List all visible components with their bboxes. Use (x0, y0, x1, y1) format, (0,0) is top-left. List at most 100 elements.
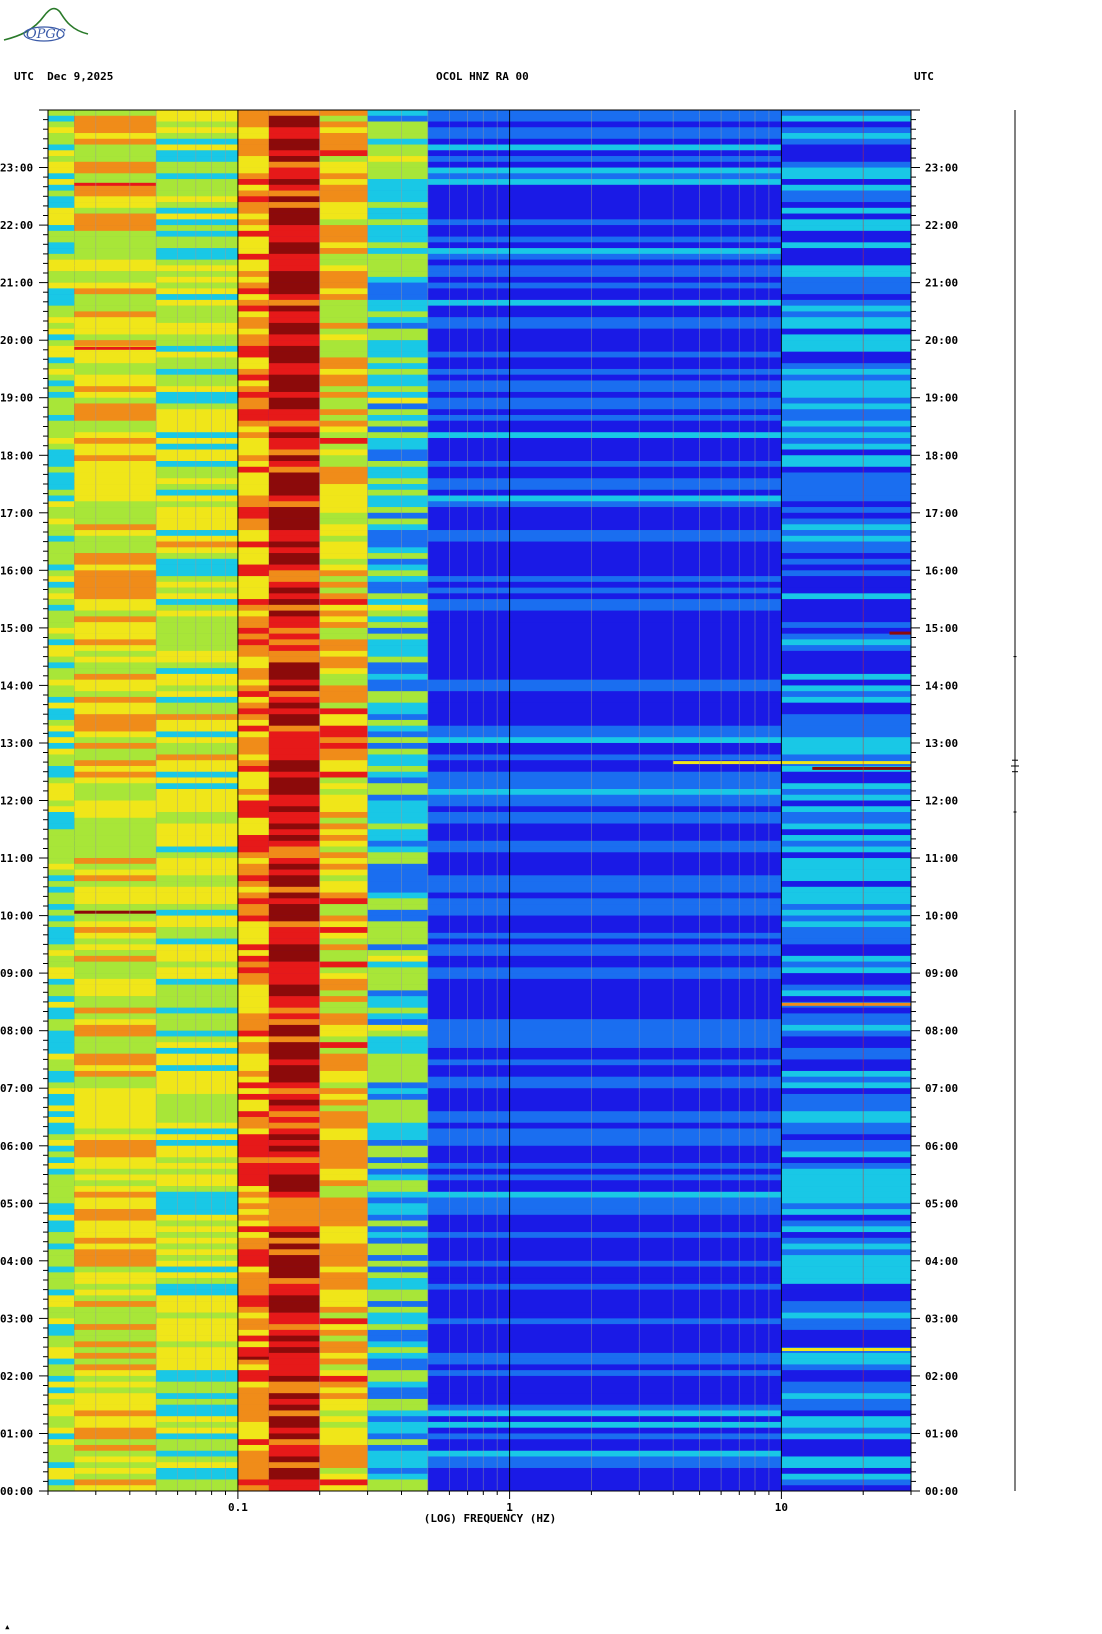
spectrogram-cell (74, 622, 157, 629)
spectrogram-cell (319, 581, 368, 588)
spectrogram-cell (74, 1122, 157, 1129)
spectrogram-cell (427, 1186, 782, 1193)
spectrogram-cell (427, 368, 782, 375)
spectrogram-cell (427, 1375, 782, 1382)
spectrogram-cell (367, 351, 428, 358)
spectrogram-cell (74, 305, 157, 312)
spectrogram-cell (237, 1007, 269, 1014)
spectrogram-cell (268, 420, 320, 427)
spectrogram-cell (237, 1295, 269, 1302)
spectrogram-cell (237, 1358, 269, 1365)
spectrogram-cell (74, 207, 157, 214)
spectrogram-cell (48, 1203, 75, 1210)
spectrogram-cell (268, 1329, 320, 1336)
spectrogram-cell (367, 1145, 428, 1152)
spectrogram-cell (237, 938, 269, 945)
spectrogram-cell (367, 783, 428, 790)
spectrogram-cell (268, 294, 320, 301)
spectrogram-cell (48, 1381, 75, 1388)
spectrogram-cell (781, 835, 911, 842)
spectrogram-cell (781, 1036, 911, 1043)
spectrogram-cell (74, 823, 157, 830)
spectrogram-cell (781, 1070, 911, 1077)
spectrogram-cell (319, 530, 368, 537)
spectrogram-cell (319, 340, 368, 347)
spectrogram-cell (367, 627, 428, 634)
spectrogram-cell (319, 777, 368, 784)
spectrogram-cell (48, 909, 75, 916)
spectrogram-cell (156, 1082, 238, 1089)
spectrogram-cell (427, 1278, 782, 1285)
spectrogram-cell (427, 1398, 782, 1405)
spectrogram-cell (367, 437, 428, 445)
spectrogram-cell (268, 259, 320, 266)
spectrogram-cell (319, 1278, 368, 1285)
spectrogram-cell (781, 426, 911, 433)
spectrogram-cell (268, 466, 320, 473)
spectrogram-cell (156, 898, 238, 905)
spectrogram-cell (427, 656, 782, 663)
spectrogram-cell (781, 345, 911, 352)
spectrogram-cell (237, 886, 269, 893)
spectrogram-cell (427, 932, 782, 939)
spectrogram-cell (427, 702, 782, 709)
spectrogram-cell (156, 190, 238, 197)
spectrogram-cell (427, 1082, 782, 1089)
spectrogram-cell (427, 754, 782, 761)
spectrogram-cell (319, 1416, 368, 1423)
spectrogram-cell (268, 604, 320, 611)
spectrogram-cell (156, 1209, 238, 1216)
spectrogram-cell (319, 161, 368, 168)
spectrogram-cell (781, 138, 911, 145)
spectrogram-cell (74, 840, 157, 847)
y-tick-label-left: 06:00 (0, 1140, 33, 1153)
spectrogram-cell (268, 685, 320, 692)
spectrogram-cell (237, 386, 269, 393)
spectrogram-cell (237, 1059, 269, 1066)
spectrogram-cell (427, 322, 782, 329)
spectrogram-cell (781, 357, 911, 364)
spectrogram-cell (319, 242, 368, 249)
spectrogram-cell (74, 927, 157, 934)
header-left: UTC Dec 9,2025 (14, 70, 114, 83)
spectrogram-cell (74, 357, 157, 364)
spectrogram-cell (237, 1093, 269, 1101)
spectrogram-cell (237, 1255, 269, 1262)
spectrogram-cell (268, 357, 320, 364)
spectrogram-cell (781, 368, 911, 375)
spectrogram-cell (268, 230, 320, 237)
spectrogram-cell (367, 1462, 428, 1469)
spectrogram-cell (781, 921, 911, 928)
spectrogram-cell (48, 1128, 75, 1135)
spectrogram-cell (781, 518, 911, 525)
spectrogram-cell (237, 449, 269, 456)
spectrogram-cell (319, 961, 368, 968)
spectrogram-cell (781, 1450, 911, 1457)
spectrogram-cell (74, 978, 157, 985)
spectrogram-cell (237, 788, 269, 796)
spectrogram-cell (268, 1168, 320, 1175)
spectrogram-cell (781, 1352, 911, 1359)
spectrogram-cell (268, 783, 320, 790)
spectrogram-cell (367, 564, 428, 571)
spectrogram-cell (367, 484, 428, 491)
spectrogram-cell (427, 599, 782, 606)
spectrogram-cell (781, 1381, 911, 1388)
spectrogram-cell (268, 742, 320, 750)
spectrogram-cell (237, 1065, 269, 1072)
spectrogram-cell (48, 1191, 75, 1198)
spectrogram-cell (781, 564, 911, 571)
spectrogram-cell (319, 978, 368, 985)
spectrogram-cell (367, 927, 428, 934)
spectrogram-cell (48, 1393, 75, 1400)
spectrogram-cell (367, 299, 428, 306)
spectrogram-cell (367, 1249, 428, 1256)
spectrogram-cell (427, 196, 782, 203)
spectrogram-cell (268, 115, 320, 122)
spectrogram-cell (268, 432, 320, 439)
spectrogram-cell (268, 1007, 320, 1014)
spectrogram-cell (74, 748, 157, 755)
spectrogram-cell (48, 1070, 75, 1077)
spectrogram-cell (427, 1111, 782, 1118)
spectrogram-cell (319, 1237, 368, 1244)
